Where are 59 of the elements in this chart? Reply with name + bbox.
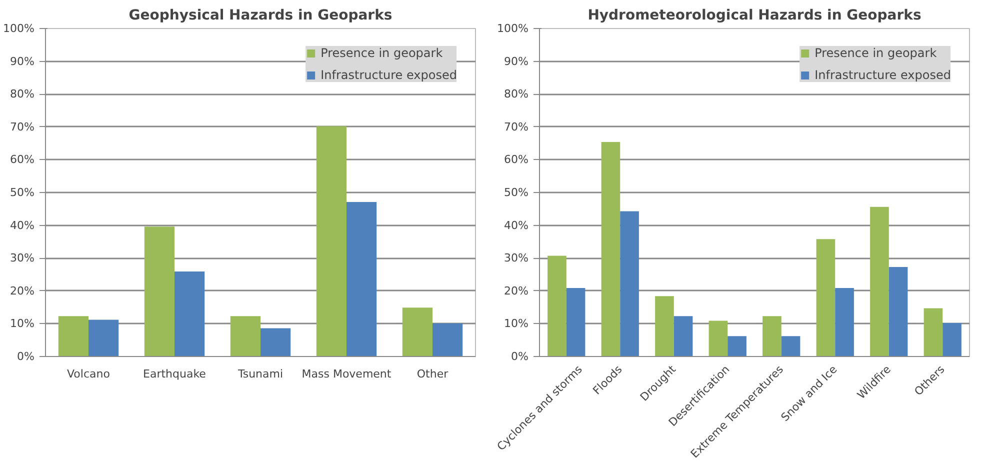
y-tick-label: 0% bbox=[511, 350, 528, 363]
bar bbox=[601, 142, 620, 356]
y-tick-label: 80% bbox=[10, 88, 35, 101]
y-tick-label: 0% bbox=[17, 350, 34, 363]
bar bbox=[835, 288, 854, 356]
bar bbox=[674, 316, 693, 356]
bar bbox=[566, 288, 586, 356]
bar bbox=[888, 266, 908, 356]
bar bbox=[924, 308, 943, 356]
x-tick-label: Earthquake bbox=[143, 368, 206, 380]
bar bbox=[728, 336, 746, 356]
bar bbox=[402, 308, 432, 356]
x-tick-label: Mass Movement bbox=[302, 368, 392, 380]
bar bbox=[260, 328, 291, 356]
bar bbox=[174, 272, 205, 356]
bar bbox=[346, 202, 377, 356]
y-tick-label: 100% bbox=[3, 22, 35, 35]
x-tick-label: Tsunami bbox=[236, 368, 284, 380]
bar bbox=[316, 126, 346, 356]
legend-label: Presence in geopark bbox=[320, 46, 443, 60]
y-tick-label: 40% bbox=[10, 218, 35, 232]
bar bbox=[88, 320, 119, 356]
y-tick-label: 100% bbox=[497, 22, 529, 35]
y-tick-label: 90% bbox=[504, 54, 529, 68]
y-tick-label: 70% bbox=[504, 120, 529, 134]
x-tick-label: Volcano bbox=[67, 368, 110, 380]
bar bbox=[655, 296, 674, 356]
bar bbox=[230, 316, 260, 356]
bar bbox=[816, 239, 836, 356]
y-tick-label: 60% bbox=[10, 153, 35, 166]
y-tick-label: 80% bbox=[504, 88, 529, 101]
y-tick-label: 40% bbox=[504, 218, 529, 232]
bar bbox=[620, 211, 639, 356]
y-tick-label: 70% bbox=[10, 120, 35, 134]
bar bbox=[144, 226, 174, 356]
y-tick-label: 50% bbox=[10, 186, 35, 199]
legend-label: Infrastructure exposed bbox=[814, 68, 951, 82]
y-tick-label: 10% bbox=[10, 317, 35, 330]
bar bbox=[781, 336, 800, 356]
bar bbox=[432, 323, 463, 356]
y-tick-label: 90% bbox=[10, 54, 35, 68]
bar bbox=[58, 316, 88, 356]
y-tick-label: 10% bbox=[504, 317, 529, 330]
y-tick-label: 60% bbox=[504, 153, 529, 166]
bar bbox=[870, 206, 889, 356]
bar bbox=[708, 320, 728, 356]
y-tick-label: 30% bbox=[504, 252, 529, 265]
bar bbox=[762, 316, 782, 356]
y-tick-label: 30% bbox=[10, 252, 35, 265]
bar bbox=[942, 323, 962, 356]
legend-label: Infrastructure exposed bbox=[320, 68, 457, 82]
chart-title: Geophysical Hazards in Geoparks bbox=[128, 8, 392, 24]
y-tick-label: 20% bbox=[504, 284, 529, 298]
bar bbox=[548, 256, 566, 356]
chart-title: Hydrometeorological Hazards in Geoparks bbox=[588, 8, 922, 24]
y-tick-label: 20% bbox=[10, 284, 35, 298]
y-tick-label: 50% bbox=[504, 186, 529, 199]
legend-label: Presence in geopark bbox=[814, 46, 937, 60]
x-tick-label: Other bbox=[416, 368, 449, 380]
